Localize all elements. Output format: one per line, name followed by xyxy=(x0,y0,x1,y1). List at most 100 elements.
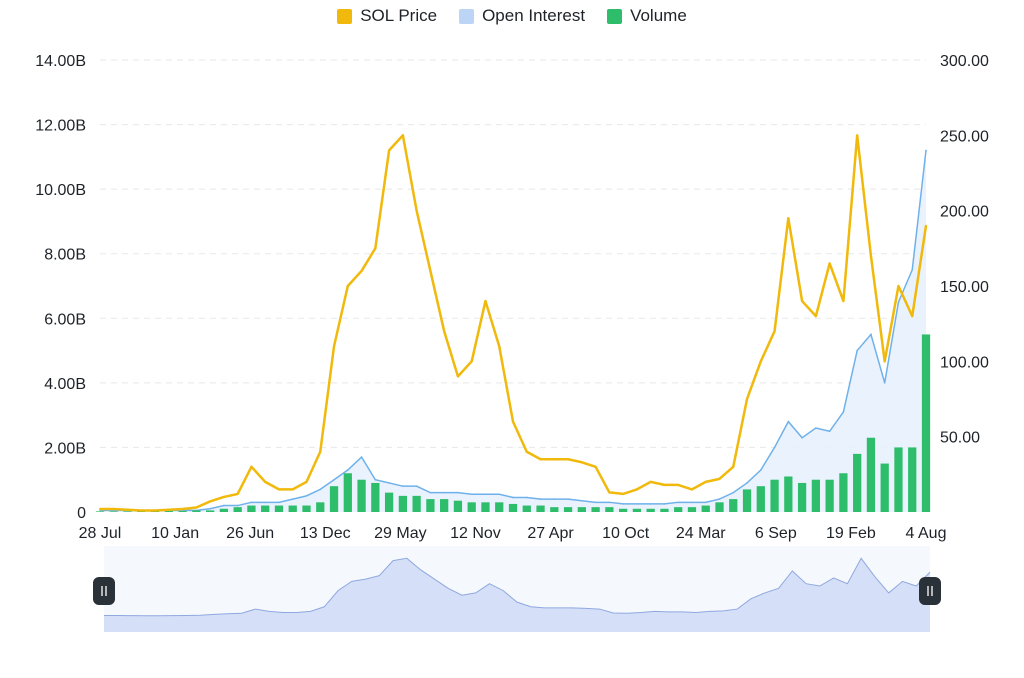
volume-bar xyxy=(550,507,559,512)
open-interest-point xyxy=(883,382,886,384)
open-interest-point xyxy=(677,501,679,504)
x-tick-label: 6 Sep xyxy=(755,525,797,542)
legend-item-volume[interactable]: Volume xyxy=(607,6,687,26)
volume-bar xyxy=(384,492,394,512)
legend-label: Volume xyxy=(630,6,687,25)
volume-bar xyxy=(109,511,118,512)
legend-item-sol-price[interactable]: SOL Price xyxy=(337,6,437,26)
volume-bar xyxy=(357,479,366,512)
volume-bar xyxy=(839,473,848,512)
sol-price-point xyxy=(154,509,157,512)
volume-bar xyxy=(522,505,531,512)
chart-legend: SOL Price Open Interest Volume xyxy=(0,6,1024,26)
legend-label: Open Interest xyxy=(482,6,586,25)
volume-bar xyxy=(921,334,931,512)
volume-bar xyxy=(247,505,256,512)
sol-price-point xyxy=(415,209,418,212)
open-interest-point xyxy=(443,491,445,494)
sol-price-point xyxy=(787,217,790,220)
open-interest-area xyxy=(100,150,926,512)
volume-bar xyxy=(426,499,435,512)
x-tick-label: 13 Dec xyxy=(300,525,351,542)
legend-item-open-interest[interactable]: Open Interest xyxy=(459,6,585,26)
sol-price-point xyxy=(622,492,625,495)
sol-price-point xyxy=(718,477,721,480)
x-tick-label: 10 Jan xyxy=(151,525,199,542)
volume-bar xyxy=(729,499,738,512)
volume-bar xyxy=(371,482,380,512)
volume-bar xyxy=(192,510,201,512)
legend-swatch xyxy=(607,8,623,24)
sol-price-point xyxy=(594,465,597,468)
sol-price-point xyxy=(635,488,638,491)
sol-price-point xyxy=(759,360,762,363)
open-interest-point xyxy=(374,478,377,481)
volume-bar xyxy=(825,479,834,512)
open-interest-point xyxy=(622,503,624,505)
open-interest-point xyxy=(911,269,914,271)
volume-bar xyxy=(880,463,889,512)
x-tick-label: 10 Oct xyxy=(602,525,650,542)
sol-price-point xyxy=(374,247,377,250)
open-interest-point xyxy=(484,493,487,496)
y-left-tick-label: 0 xyxy=(77,505,86,522)
sol-price-point xyxy=(291,488,294,491)
open-interest-point xyxy=(856,349,858,352)
sol-price-point xyxy=(773,330,776,333)
navigator-area xyxy=(104,558,930,632)
y-axis-right: 50.00 100.00 150.00 200.00 250.00 300.00 xyxy=(940,53,989,447)
y-left-tick-label: 12.00B xyxy=(35,118,86,135)
volume-bar xyxy=(329,486,339,512)
sol-price-point xyxy=(663,483,666,486)
navigator-left-handle[interactable] xyxy=(93,577,115,605)
sol-price-point xyxy=(222,495,225,498)
sol-price-point xyxy=(277,488,280,491)
volume-bar xyxy=(398,495,407,512)
open-interest-point xyxy=(718,498,721,500)
x-tick-label: 12 Nov xyxy=(450,525,501,542)
sol-price-point xyxy=(897,285,900,287)
open-interest-point xyxy=(815,427,817,429)
sol-price-point xyxy=(195,506,198,509)
volume-bar xyxy=(811,479,820,512)
sol-price-point xyxy=(250,465,253,468)
sol-price-point xyxy=(649,480,652,483)
open-interest-point xyxy=(512,496,514,499)
series-layer xyxy=(95,134,931,512)
open-interest-point xyxy=(925,149,927,152)
volume-bar xyxy=(894,447,903,512)
volume-bar xyxy=(756,486,765,512)
volume-bar xyxy=(908,447,917,512)
range-navigator[interactable] xyxy=(93,546,941,632)
sol-price-point xyxy=(525,450,528,453)
volume-bar xyxy=(233,507,242,512)
open-interest-point xyxy=(223,504,225,507)
volume-bar xyxy=(674,507,683,512)
legend-swatch xyxy=(459,8,475,24)
sol-price-point xyxy=(842,300,845,303)
open-interest-point xyxy=(457,491,459,494)
sol-price-point xyxy=(236,492,239,495)
volume-bar xyxy=(178,511,187,512)
open-interest-point xyxy=(250,501,253,504)
y-right-tick-label: 100.00 xyxy=(940,354,989,371)
sol-price-point xyxy=(856,134,859,137)
volume-bar xyxy=(605,507,614,512)
volume-bar xyxy=(577,507,586,512)
navigator-right-handle[interactable] xyxy=(919,577,941,605)
sol-price-point xyxy=(814,315,817,318)
x-tick-label: 4 Aug xyxy=(906,525,947,542)
sol-price-point xyxy=(677,483,680,486)
sol-price-point xyxy=(732,465,735,468)
volume-bar xyxy=(481,502,490,512)
sol-price-point xyxy=(484,300,487,303)
open-interest-point xyxy=(897,301,900,303)
sol-price-point xyxy=(704,480,707,483)
sol-price-point xyxy=(333,345,336,348)
volume-bar xyxy=(797,482,807,512)
sol-price-point xyxy=(167,508,170,511)
sol-price-point xyxy=(553,458,556,461)
volume-bar xyxy=(508,503,518,512)
sol-price-point xyxy=(112,507,115,510)
open-interest-point xyxy=(415,485,418,487)
